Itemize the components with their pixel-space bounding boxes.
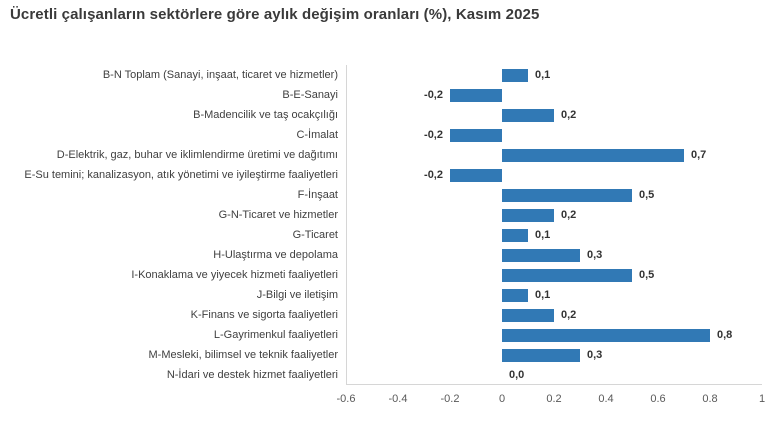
value-label: 0,1	[535, 69, 551, 81]
x-axis-tick-label: 0.8	[702, 393, 718, 405]
x-axis-tick-label: -0.2	[440, 393, 460, 405]
x-axis-tick-label: 0.2	[546, 393, 562, 405]
value-label: -0,2	[424, 169, 443, 181]
bar	[450, 88, 502, 102]
category-label: G-Ticaret	[292, 229, 338, 241]
category-label: H-Ulaştırma ve depolama	[213, 249, 338, 261]
value-label: 0,5	[639, 269, 655, 281]
x-axis-tick-label: -0.6	[336, 393, 356, 405]
category-label: C-İmalat	[296, 129, 338, 141]
value-label: 0,7	[691, 149, 707, 161]
bar	[502, 348, 580, 362]
bar	[502, 228, 528, 242]
category-label: G-N-Ticaret ve hizmetler	[218, 209, 338, 221]
bar	[502, 328, 710, 342]
bar	[502, 68, 528, 82]
value-label: 0,2	[561, 209, 577, 221]
x-axis-tick-label: 0.4	[598, 393, 614, 405]
value-label: 0,8	[717, 329, 733, 341]
value-label: 0,1	[535, 289, 551, 301]
value-label: 0,0	[509, 369, 525, 381]
bar	[502, 148, 684, 162]
bar	[450, 128, 502, 142]
value-label: 0,3	[587, 249, 603, 261]
category-label: M-Mesleki, bilimsel ve teknik faaliyetle…	[148, 349, 339, 361]
value-label: 0,1	[535, 229, 551, 241]
bar	[502, 108, 554, 122]
category-label: E-Su temini; kanalizasyon, atık yönetimi…	[24, 169, 338, 181]
chart-title: Ücretli çalışanların sektörlere göre ayl…	[10, 6, 540, 23]
bar	[502, 288, 528, 302]
value-label: -0,2	[424, 89, 443, 101]
category-label: B-Madencilik ve taş ocakçılığı	[193, 109, 338, 121]
bar	[502, 268, 632, 282]
category-label: K-Finans ve sigorta faaliyetleri	[190, 309, 338, 321]
value-label: 0,2	[561, 309, 577, 321]
bar	[450, 168, 502, 182]
category-label: D-Elektrik, gaz, buhar ve iklimlendirme …	[56, 149, 338, 161]
x-axis-tick-label: 0	[498, 393, 506, 405]
bar	[502, 208, 554, 222]
bar	[502, 248, 580, 262]
value-label: 0,2	[561, 109, 577, 121]
x-axis-tick-label: 1	[758, 393, 766, 405]
x-axis-tick-label: 0.6	[650, 393, 666, 405]
category-label: L-Gayrimenkul faaliyetleri	[213, 329, 338, 341]
category-label: F-İnşaat	[297, 189, 338, 201]
value-label: 0,5	[639, 189, 655, 201]
bar	[502, 308, 554, 322]
category-label: J-Bilgi ve iletişim	[256, 289, 338, 301]
category-label: I-Konaklama ve yiyecek hizmeti faaliyetl…	[131, 269, 338, 281]
bar	[502, 188, 632, 202]
category-label: B-N Toplam (Sanayi, inşaat, ticaret ve h…	[102, 69, 338, 81]
value-label: -0,2	[424, 129, 443, 141]
value-label: 0,3	[587, 349, 603, 361]
category-label: N-İdari ve destek hizmet faaliyetleri	[166, 369, 338, 381]
x-axis-tick-label: -0.4	[388, 393, 408, 405]
plot-area	[346, 65, 762, 385]
category-label: B-E-Sanayi	[282, 89, 338, 101]
